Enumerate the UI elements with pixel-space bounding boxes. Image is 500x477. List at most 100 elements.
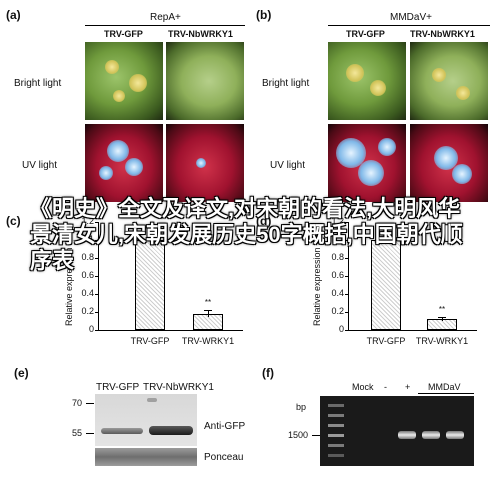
panel-b-col1: TRV-GFP bbox=[346, 29, 385, 39]
panel-b-header: MMDaV+ bbox=[390, 12, 432, 23]
gel-marker-1500: 1500 bbox=[288, 430, 309, 440]
gel-ladder-band bbox=[328, 434, 344, 437]
gel-bp-label: bp bbox=[296, 402, 307, 412]
y-tick-mark bbox=[95, 222, 98, 223]
y-tick-mark bbox=[345, 240, 348, 241]
panel-b-header-rule bbox=[328, 25, 490, 26]
y-axis bbox=[348, 222, 349, 330]
error-bar bbox=[442, 317, 443, 321]
leaf-spot bbox=[105, 60, 119, 74]
leaf-spot bbox=[456, 86, 470, 100]
significance-marker: ** bbox=[204, 298, 212, 308]
panel-e-label: (e) bbox=[14, 366, 29, 380]
y-tick-label: 0.6 bbox=[331, 270, 344, 280]
blot-ponceau bbox=[95, 448, 197, 466]
gel-band bbox=[446, 431, 464, 439]
leaf-photo-a-gfp-uv bbox=[85, 124, 163, 202]
y-tick-label: 1 bbox=[88, 234, 94, 244]
leaf-spot bbox=[129, 74, 147, 92]
leaf-spot bbox=[346, 64, 364, 82]
y-tick-label: 0.4 bbox=[331, 288, 344, 298]
y-tick-label: 0 bbox=[88, 324, 94, 334]
leaf-photo-b-wrky1-bright bbox=[410, 42, 488, 120]
panel-c-label: (c) bbox=[6, 214, 21, 228]
panel-f-label: (f) bbox=[262, 366, 274, 380]
gfp-fluorescence-spot bbox=[99, 166, 113, 180]
panel-b-row2: UV light bbox=[270, 160, 306, 171]
panel-a-col1: TRV-GFP bbox=[104, 29, 143, 39]
bar bbox=[371, 240, 401, 330]
blot-band bbox=[149, 426, 193, 435]
lane-label-trv-gfp: TRV-GFP bbox=[96, 382, 140, 393]
gel-lane-plus: + bbox=[405, 382, 411, 392]
blot-band bbox=[101, 428, 143, 434]
panel-b-label: (b) bbox=[256, 8, 272, 22]
bar bbox=[135, 240, 165, 330]
error-cap bbox=[204, 310, 212, 312]
band-label-anti-gfp: Anti-GFP bbox=[204, 421, 246, 432]
x-category-label: TRV-WRKY1 bbox=[415, 336, 469, 346]
panel-d-label: (d) bbox=[256, 214, 272, 228]
panel-b-row1: Bright light bbox=[262, 78, 310, 89]
y-tick-mark bbox=[95, 312, 98, 313]
y-tick-mark bbox=[95, 330, 98, 331]
panel-a-header-rule bbox=[85, 25, 245, 26]
gel-ladder-band bbox=[328, 454, 344, 457]
gel-ladder-band bbox=[328, 414, 344, 417]
y-tick-mark bbox=[345, 276, 348, 277]
y-tick-mark bbox=[95, 294, 98, 295]
x-category-label: TRV-WRKY1 bbox=[181, 336, 235, 346]
panel-a-label: (a) bbox=[6, 8, 21, 22]
gfp-fluorescence-spot bbox=[452, 164, 472, 184]
gfp-fluorescence-spot bbox=[125, 158, 143, 176]
y-tick-label: 1 bbox=[338, 234, 344, 244]
gel-band bbox=[422, 431, 440, 439]
panel-a-row2: UV light bbox=[22, 160, 58, 171]
gel-ladder-band bbox=[328, 444, 344, 447]
gel-group-rule bbox=[418, 393, 474, 394]
x-category-label: TRV-GFP bbox=[366, 336, 406, 346]
band-label-ponceau: Ponceau bbox=[204, 452, 244, 463]
leaf-photo-a-gfp-bright bbox=[85, 42, 163, 120]
y-axis bbox=[98, 222, 99, 330]
panel-a-col2: TRV-NbWRKY1 bbox=[168, 29, 233, 39]
y-tick-label: 0.2 bbox=[81, 306, 94, 316]
significance-marker: ** bbox=[438, 305, 446, 315]
gel-marker-tick bbox=[312, 435, 320, 436]
y-tick-label: 0.8 bbox=[331, 252, 344, 262]
lane-label-trv-nbwrky1: TRV-NbWRKY1 bbox=[143, 382, 214, 393]
leaf-spot bbox=[113, 90, 125, 102]
gfp-fluorescence-spot bbox=[358, 160, 384, 186]
overlay-text: 《明史》全文及译文,对宋朝的看法,大明风华景清女儿,宋朝发展历史50字概括,中国… bbox=[30, 196, 463, 273]
gel-ladder-band bbox=[328, 404, 344, 407]
leaf-spot bbox=[370, 80, 386, 96]
leaf-photo-b-wrky1-uv bbox=[410, 124, 488, 202]
x-axis bbox=[98, 330, 243, 331]
mw-marker-55: 55 bbox=[72, 428, 83, 438]
error-bar bbox=[208, 310, 209, 318]
y-tick-label: 0.2 bbox=[331, 306, 344, 316]
gel-ladder-band bbox=[328, 424, 344, 427]
leaf-photo-b-gfp-bright bbox=[328, 42, 406, 120]
mw-tick-55 bbox=[86, 433, 94, 434]
mw-marker-70: 70 bbox=[72, 398, 83, 408]
panel-a-header: RepA+ bbox=[150, 12, 181, 23]
y-tick-label: 1.2 bbox=[331, 216, 344, 226]
blot-band bbox=[147, 398, 157, 402]
error-cap bbox=[438, 317, 446, 319]
gfp-fluorescence-spot bbox=[196, 158, 206, 168]
panel-a-row1: Bright light bbox=[14, 78, 62, 89]
panel-b-col2: TRV-NbWRKY1 bbox=[410, 29, 475, 39]
gel-lane-minus: - bbox=[384, 382, 387, 392]
y-tick-label: 0.4 bbox=[81, 288, 94, 298]
leaf-photo-b-gfp-uv bbox=[328, 124, 406, 202]
y-tick-mark bbox=[95, 258, 98, 259]
leaf-spot bbox=[432, 68, 446, 82]
blot-anti-gfp bbox=[95, 394, 197, 446]
y-tick-label: 0.6 bbox=[81, 270, 94, 280]
gel-band bbox=[398, 431, 416, 439]
gfp-fluorescence-spot bbox=[378, 138, 396, 156]
x-axis bbox=[348, 330, 477, 331]
gfp-fluorescence-spot bbox=[107, 140, 129, 162]
y-tick-mark bbox=[345, 222, 348, 223]
